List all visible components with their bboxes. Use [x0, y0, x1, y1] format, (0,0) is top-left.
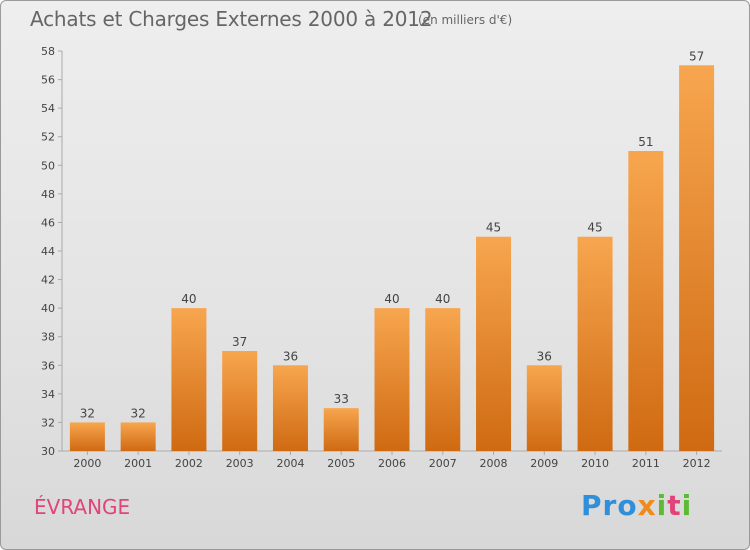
y-tick-label: 48: [41, 188, 55, 201]
y-tick-label: 30: [41, 445, 55, 458]
bar: [476, 236, 512, 451]
commune-name: ÉVRANGE: [34, 495, 131, 519]
logo-part: i: [681, 489, 693, 522]
x-tick-label: 2009: [530, 457, 558, 470]
bar: [323, 408, 359, 451]
bar-value-label: 45: [587, 221, 602, 235]
y-tick-label: 56: [41, 74, 55, 87]
x-tick-label: 2006: [378, 457, 406, 470]
y-tick-label: 42: [41, 274, 55, 287]
bar: [272, 365, 308, 451]
x-tick-label: 2007: [429, 457, 457, 470]
bar-value-label: 45: [486, 221, 501, 235]
bar: [425, 308, 461, 451]
bar: [628, 151, 664, 451]
chart-title: Achats et Charges Externes 2000 à 2012: [30, 7, 433, 31]
bar: [69, 422, 105, 451]
x-tick-label: 2012: [683, 457, 711, 470]
bar-value-label: 40: [181, 292, 196, 306]
y-tick-label: 50: [41, 159, 55, 172]
x-tick-label: 2004: [276, 457, 304, 470]
bar: [577, 236, 613, 451]
x-tick-label: 2000: [73, 457, 101, 470]
bar-value-label: 32: [131, 406, 146, 420]
x-tick-label: 2001: [124, 457, 152, 470]
bar-value-label: 36: [283, 349, 298, 363]
y-tick-label: 36: [41, 359, 55, 372]
x-tick-label: 2005: [327, 457, 355, 470]
bar: [679, 65, 715, 452]
bar-value-label: 36: [537, 349, 552, 363]
x-tick-label: 2011: [632, 457, 660, 470]
bar-value-label: 33: [334, 392, 349, 406]
y-tick-label: 32: [41, 416, 55, 429]
bar: [374, 308, 410, 451]
bar-value-label: 57: [689, 49, 704, 63]
chart-subtitle: (en milliers d'€): [418, 13, 513, 27]
y-tick-label: 40: [41, 302, 55, 315]
y-tick-label: 44: [41, 245, 55, 258]
bar: [222, 351, 258, 451]
proxiti-logo: Proxiti: [581, 489, 692, 522]
bar-value-label: 37: [232, 335, 247, 349]
bar-value-label: 32: [80, 406, 95, 420]
x-tick-label: 2010: [581, 457, 609, 470]
bar: [526, 365, 562, 451]
logo-part: i: [656, 489, 668, 522]
y-tick-label: 54: [41, 102, 55, 115]
x-tick-label: 2002: [175, 457, 203, 470]
x-tick-label: 2008: [480, 457, 508, 470]
bar-value-label: 40: [435, 292, 450, 306]
y-tick-label: 34: [41, 388, 55, 401]
logo-part: x: [637, 489, 657, 522]
y-tick-label: 58: [41, 45, 55, 58]
bar: [120, 422, 156, 451]
bar: [171, 308, 207, 451]
logo-part: t: [667, 489, 682, 522]
y-tick-label: 46: [41, 216, 55, 229]
x-tick-label: 2003: [226, 457, 254, 470]
logo-part: Pro: [581, 489, 638, 522]
bar-value-label: 40: [384, 292, 399, 306]
bar-value-label: 51: [638, 135, 653, 149]
y-tick-label: 52: [41, 131, 55, 144]
y-tick-label: 38: [41, 331, 55, 344]
